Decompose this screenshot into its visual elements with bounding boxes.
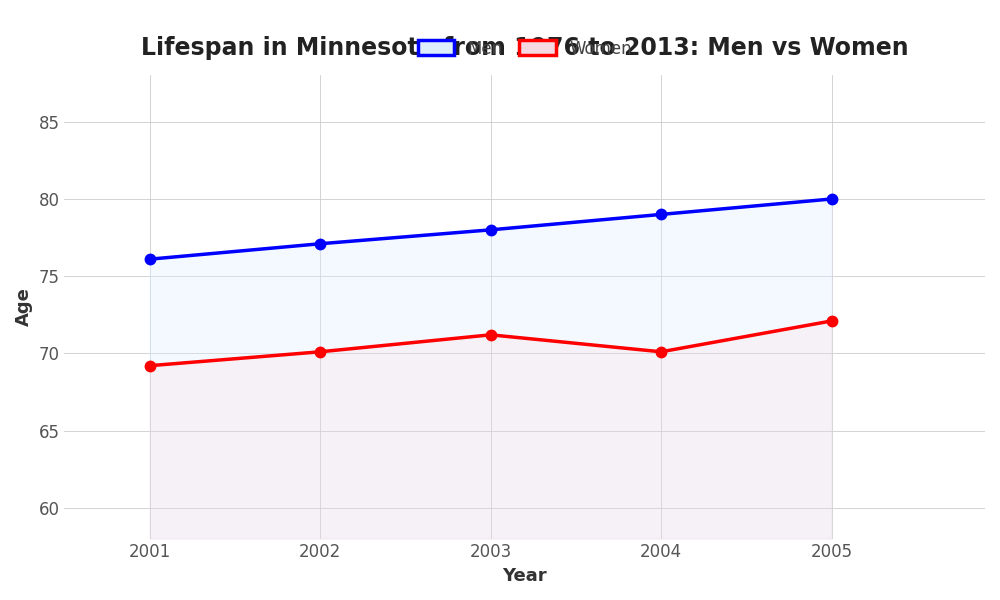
X-axis label: Year: Year — [502, 567, 547, 585]
Legend: Men, Women: Men, Women — [411, 33, 639, 64]
Title: Lifespan in Minnesota from 1976 to 2013: Men vs Women: Lifespan in Minnesota from 1976 to 2013:… — [141, 35, 909, 59]
Y-axis label: Age: Age — [15, 287, 33, 326]
